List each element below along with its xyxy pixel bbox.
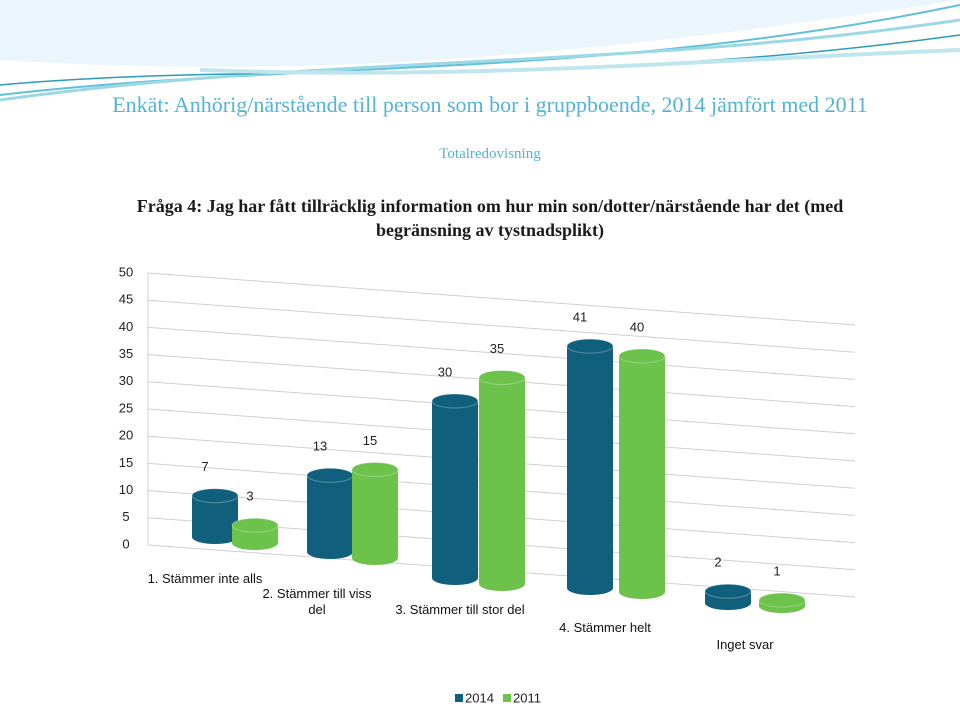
y-tick-label: 5 xyxy=(122,509,129,524)
value-label: 2 xyxy=(714,555,721,570)
swoosh xyxy=(0,0,960,67)
grid-line xyxy=(147,326,856,380)
bar-top xyxy=(231,517,279,533)
swoosh xyxy=(0,4,960,96)
x-tick-label: 1. Stämmer inte alls xyxy=(147,571,263,586)
y-tick-label: 25 xyxy=(119,400,133,415)
y-tick-label: 40 xyxy=(119,319,133,334)
legend-swatch xyxy=(503,694,511,702)
value-label: 40 xyxy=(630,319,644,334)
x-tick-label: 4. Stämmer helt xyxy=(559,620,651,635)
y-tick-label: 30 xyxy=(119,373,133,388)
value-label: 13 xyxy=(313,439,327,454)
swoosh xyxy=(0,18,960,102)
y-tick-label: 50 xyxy=(119,264,133,279)
bar xyxy=(618,348,666,599)
y-tick-label: 0 xyxy=(122,536,129,551)
bar-top xyxy=(191,488,239,504)
value-label: 30 xyxy=(438,364,452,379)
legend-label: 2014 xyxy=(465,690,494,705)
header-swoosh xyxy=(0,0,960,102)
x-tick-label: 3. Stämmer till stor del xyxy=(395,602,525,617)
bar-body xyxy=(352,469,398,558)
value-label: 41 xyxy=(573,310,587,325)
y-tick-label: 35 xyxy=(119,346,133,361)
y-tick-label: 10 xyxy=(119,482,133,497)
bar-top xyxy=(351,462,399,477)
bar-top xyxy=(566,338,614,354)
bar xyxy=(478,370,526,591)
bar xyxy=(231,517,279,550)
legend-label: 2011 xyxy=(513,690,541,705)
value-label: 3 xyxy=(246,489,253,504)
y-tick-label: 15 xyxy=(119,455,133,470)
x-tick-label: Inget svar xyxy=(716,637,774,652)
bar xyxy=(758,592,806,613)
legend-swatch xyxy=(455,694,463,702)
bar-top xyxy=(618,348,666,364)
value-label: 15 xyxy=(363,433,377,448)
bar-top xyxy=(431,393,479,409)
bar-body xyxy=(432,401,478,578)
y-tick-label: 20 xyxy=(119,428,133,443)
bar xyxy=(566,338,614,595)
value-label: 35 xyxy=(490,341,504,356)
x-tick-label: 2. Stämmer till viss del xyxy=(262,586,372,617)
value-label: 7 xyxy=(201,459,208,474)
swoosh xyxy=(199,48,960,75)
bar-body xyxy=(307,475,353,552)
bar-body xyxy=(619,356,665,592)
bar-body xyxy=(567,346,613,588)
grid-line xyxy=(147,272,856,326)
bar xyxy=(191,488,239,544)
bar xyxy=(351,462,399,565)
y-tick-label: 45 xyxy=(119,292,133,307)
grid-line xyxy=(147,299,856,353)
bar-top xyxy=(306,467,354,483)
bar xyxy=(306,467,354,559)
chart-subtitle: Totalredovisning xyxy=(439,146,541,162)
bar-body xyxy=(479,377,525,584)
bar xyxy=(704,583,752,610)
chart-title: Enkät: Anhörig/närstående till person so… xyxy=(112,92,868,117)
question: Fråga 4: Jag har fått tillräcklig inform… xyxy=(136,196,844,240)
bar-top xyxy=(704,583,752,599)
bar-top xyxy=(758,592,806,608)
bar-top xyxy=(478,370,526,385)
value-label: 1 xyxy=(773,564,780,579)
bar xyxy=(431,393,479,585)
